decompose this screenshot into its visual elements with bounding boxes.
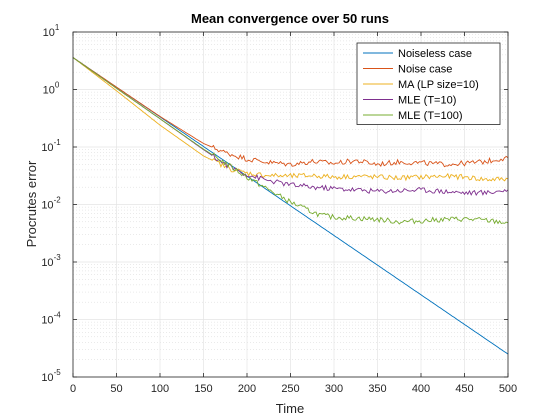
- x-tick-label: 450: [455, 383, 473, 395]
- legend: Noiseless case Noise case MA (LP size=10) M…: [356, 42, 501, 125]
- y-tick-label: 10-2: [41, 196, 61, 212]
- x-axis-label: Time: [276, 401, 304, 416]
- x-tick-label: 500: [499, 383, 517, 395]
- x-tick-label: 50: [110, 383, 122, 395]
- chart-title: Mean convergence over 50 runs: [191, 11, 389, 26]
- y-axis-label: Procrutes error: [24, 160, 39, 247]
- series-line-4: [72, 57, 509, 225]
- axis-ticks: 0 50 100 150 200 250 300 350 400 450 500 10-5 10-4 10…: [41, 23, 517, 395]
- legend-label-2: MA (LP size=10): [398, 79, 479, 91]
- series-line-1: [72, 57, 509, 168]
- x-tick-label: 100: [151, 383, 169, 395]
- legend-label-4: MLE (T=100): [398, 110, 463, 122]
- x-tick-label: 300: [325, 383, 343, 395]
- y-tick-label: 101: [43, 23, 60, 39]
- x-tick-label: 200: [238, 383, 256, 395]
- y-tick-label: 10-1: [41, 138, 61, 154]
- x-tick-label: 0: [70, 383, 76, 395]
- y-tick-label: 10-3: [41, 253, 61, 269]
- y-tick-label: 10-4: [41, 311, 61, 327]
- x-tick-label: 400: [412, 383, 430, 395]
- series-line-2: [72, 57, 509, 182]
- legend-label-3: MLE (T=10): [398, 95, 456, 107]
- legend-label-1: Noise case: [398, 64, 452, 76]
- y-tick-label: 10-5: [41, 368, 61, 384]
- series-lines: [72, 57, 509, 355]
- x-tick-label: 150: [194, 383, 212, 395]
- y-tick-label: 100: [43, 81, 60, 97]
- legend-label-0: Noiseless case: [398, 48, 472, 60]
- x-tick-label: 250: [281, 383, 299, 395]
- x-tick-label: 350: [368, 383, 386, 395]
